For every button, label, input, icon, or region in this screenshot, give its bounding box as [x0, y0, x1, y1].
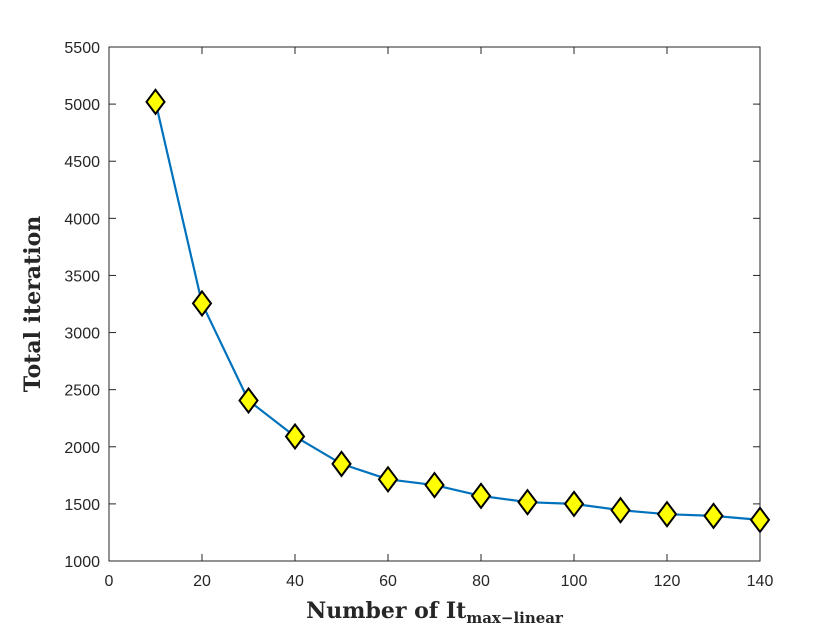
x-tick-label: 100: [561, 573, 588, 590]
data-point-marker: [749, 506, 771, 534]
y-tick-label: 3500: [64, 268, 100, 285]
x-axis-label-main: Number of It: [306, 598, 467, 624]
x-axis-ticks: 0 20 40 60 80 100 120 140: [105, 47, 774, 590]
y-tick-label: 1500: [64, 497, 100, 514]
x-axis-label: Number of Itmax−linear: [306, 598, 564, 627]
y-tick-label: 1000: [64, 554, 100, 571]
data-point-marker: [238, 386, 259, 415]
data-point-marker: [191, 289, 213, 318]
x-tick-label: 60: [379, 573, 397, 590]
x-tick-label: 120: [654, 573, 681, 590]
data-point-marker: [145, 88, 166, 116]
x-tick-label: 40: [286, 573, 304, 590]
y-tick-label: 5000: [64, 97, 100, 114]
data-point-marker: [703, 502, 724, 530]
series-layer: [145, 88, 771, 534]
x-tick-label: 140: [747, 573, 774, 590]
x-tick-label: 20: [193, 573, 211, 590]
x-axis-label-subscript: max−linear: [466, 609, 564, 627]
y-tick-label: 3000: [64, 326, 100, 343]
data-point-marker: [563, 490, 585, 518]
y-axis-ticks: 1000 1500 2000 2500 3000 3500 4000 4500 5000 5500: [64, 40, 760, 571]
data-point-marker: [284, 422, 306, 451]
y-tick-label: 2000: [64, 440, 100, 457]
y-axis-label: Total iteration: [20, 216, 46, 393]
data-point-marker: [331, 450, 352, 478]
data-point-marker: [470, 482, 492, 510]
x-tick-label: 80: [472, 573, 490, 590]
y-tick-label: 4500: [64, 154, 100, 171]
data-point-marker: [377, 465, 399, 493]
data-point-marker: [424, 471, 445, 499]
data-point-marker: [656, 500, 678, 528]
data-point-marker: [610, 496, 631, 524]
y-tick-label: 5500: [64, 40, 100, 57]
y-tick-label: 4000: [64, 211, 100, 228]
data-point-marker: [517, 488, 538, 516]
y-tick-label: 2500: [64, 383, 100, 400]
x-tick-label: 0: [105, 573, 114, 590]
